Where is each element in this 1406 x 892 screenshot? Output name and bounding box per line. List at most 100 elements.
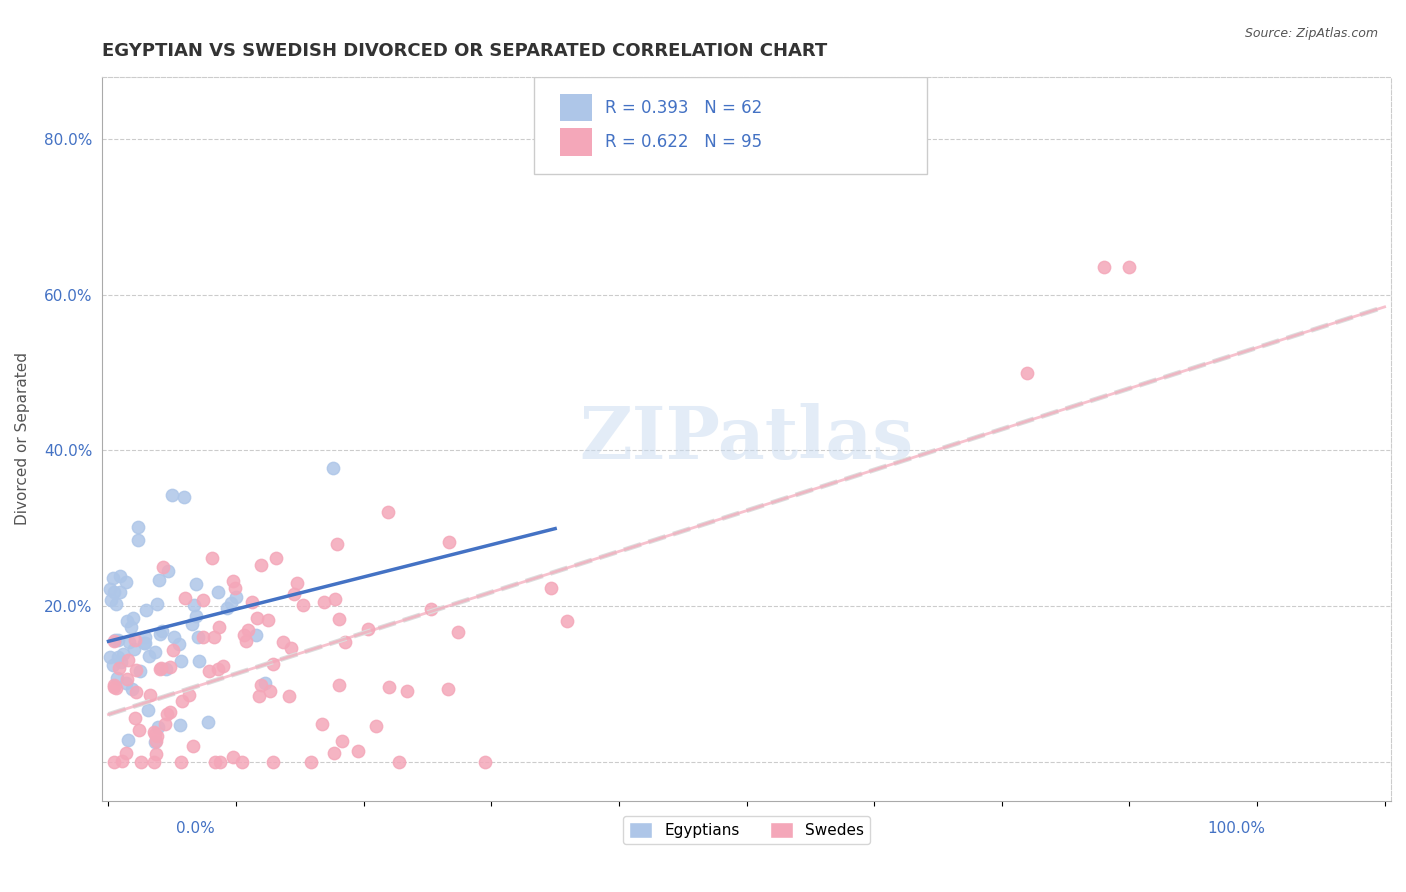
Point — [245, 627, 267, 641]
Point — [222, 750, 245, 764]
Point — [150, 661, 173, 675]
Text: 0.0%: 0.0% — [176, 821, 215, 836]
Point — [145, 735, 167, 749]
Point — [152, 560, 174, 574]
Point — [104, 632, 127, 647]
Point — [540, 581, 562, 595]
Text: ZIPatlas: ZIPatlas — [579, 403, 914, 475]
Point — [169, 718, 191, 732]
Point — [167, 636, 190, 650]
Point — [1092, 260, 1115, 275]
Point — [377, 505, 399, 519]
Point — [322, 460, 344, 475]
Point — [333, 635, 356, 649]
Point — [183, 598, 205, 612]
Point — [446, 624, 468, 639]
Point — [437, 681, 460, 696]
Point — [323, 591, 346, 606]
Point — [125, 685, 148, 699]
Point — [204, 755, 226, 769]
Point — [105, 597, 128, 611]
Point — [253, 676, 276, 690]
Point — [250, 678, 273, 692]
Point — [187, 630, 209, 644]
Point — [128, 664, 150, 678]
Point — [125, 663, 148, 677]
Point — [146, 729, 169, 743]
Point — [117, 653, 139, 667]
Point — [236, 624, 259, 638]
Point — [155, 717, 177, 731]
Point — [107, 633, 129, 648]
Point — [207, 662, 229, 676]
Point — [138, 703, 160, 717]
Point — [184, 609, 207, 624]
Point — [231, 755, 253, 769]
Point — [388, 755, 411, 769]
Point — [135, 603, 157, 617]
Point — [356, 622, 378, 636]
Point — [108, 585, 131, 599]
Point — [148, 573, 170, 587]
Point — [115, 676, 138, 690]
Point — [198, 664, 221, 678]
Point — [291, 598, 314, 612]
Point — [112, 647, 135, 661]
Point — [328, 678, 350, 692]
Point — [117, 672, 139, 686]
Point — [555, 614, 578, 628]
Point — [208, 620, 231, 634]
Point — [143, 645, 166, 659]
Point — [191, 592, 214, 607]
Point — [174, 591, 197, 605]
Point — [209, 755, 232, 769]
Point — [283, 587, 305, 601]
Point — [173, 490, 195, 504]
Point — [111, 754, 134, 768]
Point — [143, 727, 166, 741]
Point — [240, 594, 263, 608]
Point — [437, 534, 460, 549]
Point — [103, 677, 125, 691]
Point — [124, 711, 146, 725]
Y-axis label: Divorced or Separated: Divorced or Separated — [15, 352, 30, 525]
Text: Source: ZipAtlas.com: Source: ZipAtlas.com — [1244, 27, 1378, 40]
Point — [122, 641, 145, 656]
Point — [115, 746, 138, 760]
Point — [127, 520, 149, 534]
Point — [145, 747, 167, 761]
Point — [183, 739, 205, 754]
Point — [122, 610, 145, 624]
Point — [246, 611, 269, 625]
Point — [107, 650, 129, 665]
Point — [177, 688, 200, 702]
Point — [170, 694, 193, 708]
Point — [121, 681, 143, 696]
Point — [311, 716, 333, 731]
Point — [162, 642, 184, 657]
Point — [103, 585, 125, 599]
Point — [105, 671, 128, 685]
Point — [146, 720, 169, 734]
Point — [249, 689, 271, 703]
Point — [314, 595, 336, 609]
Text: EGYPTIAN VS SWEDISH DIVORCED OR SEPARATED CORRELATION CHART: EGYPTIAN VS SWEDISH DIVORCED OR SEPARATE… — [103, 42, 827, 60]
Point — [201, 550, 224, 565]
Point — [98, 649, 121, 664]
Point — [233, 628, 256, 642]
Point — [142, 725, 165, 739]
Point — [301, 755, 323, 769]
FancyBboxPatch shape — [560, 128, 592, 155]
Point — [224, 582, 246, 596]
Point — [159, 659, 181, 673]
Text: 100.0%: 100.0% — [1208, 821, 1265, 836]
Point — [124, 632, 146, 647]
Text: R = 0.622   N = 95: R = 0.622 N = 95 — [605, 133, 762, 151]
Point — [212, 658, 235, 673]
Point — [143, 755, 166, 769]
Point — [134, 630, 156, 644]
Point — [280, 640, 302, 655]
Point — [219, 596, 242, 610]
Point — [277, 689, 299, 703]
Point — [103, 681, 125, 695]
